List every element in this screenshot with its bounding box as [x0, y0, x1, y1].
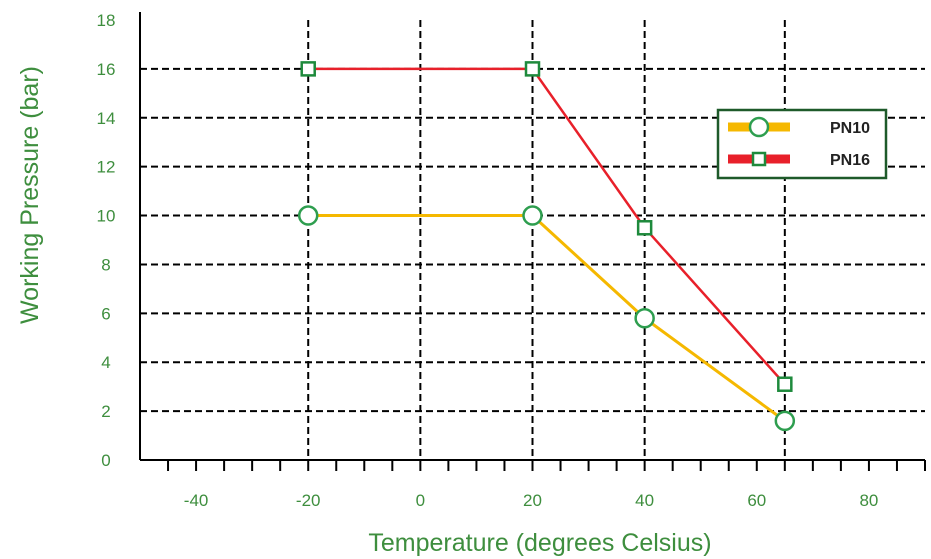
x-tick-label: -40	[184, 491, 209, 510]
series-pn16	[300, 61, 793, 392]
legend-item-pn16: PN16	[728, 151, 870, 169]
data-point	[636, 220, 653, 236]
y-tick-label: 2	[101, 402, 110, 421]
data-point	[297, 205, 319, 226]
legend-label: PN16	[830, 152, 870, 169]
x-tick-label: 20	[523, 491, 542, 510]
x-tick-label: 80	[859, 491, 878, 510]
x-axis-title: Temperature (degrees Celsius)	[368, 529, 711, 557]
x-tick-label: 60	[747, 491, 766, 510]
data-point	[300, 61, 316, 77]
y-tick-label: 10	[97, 207, 116, 226]
series	[297, 61, 796, 432]
x-tick-label: -20	[296, 491, 321, 510]
data-point	[774, 410, 796, 432]
legend-box	[716, 108, 888, 180]
y-tick-label: 16	[97, 60, 116, 79]
y-axis-title: Working Pressure (bar)	[16, 66, 44, 324]
y-tick-label: 6	[101, 304, 110, 323]
data-point	[634, 307, 655, 329]
y-tick-label: 8	[101, 255, 110, 274]
series-line	[308, 67, 786, 386]
legend-items: PN10 PN16	[728, 116, 870, 169]
y-tick-label: 12	[97, 158, 116, 177]
series-pn10	[297, 205, 796, 432]
data-point	[777, 376, 793, 392]
legend-label: PN10	[830, 120, 870, 137]
legend-marker	[751, 151, 767, 167]
data-point	[524, 61, 541, 77]
y-tick-label: 4	[101, 353, 110, 372]
y-tick-label: 14	[97, 109, 116, 128]
legend: PN10 PN16	[716, 108, 888, 180]
legend-marker	[748, 116, 770, 138]
x-tick-label: 0	[416, 491, 425, 510]
grid	[140, 20, 925, 460]
data-point	[522, 205, 543, 226]
x-tick-labels: -40 -20 0 20 40 60 80	[184, 491, 879, 510]
y-tick-label: 18	[97, 11, 116, 30]
y-tick-labels: 0 2 4 6 8 10 12 14 16 18	[97, 11, 116, 470]
series-line	[308, 214, 786, 423]
x-minor-ticks	[167, 460, 926, 471]
y-tick-label: 0	[101, 451, 110, 470]
x-tick-label: 40	[635, 491, 654, 510]
legend-item-pn10: PN10	[728, 116, 870, 138]
